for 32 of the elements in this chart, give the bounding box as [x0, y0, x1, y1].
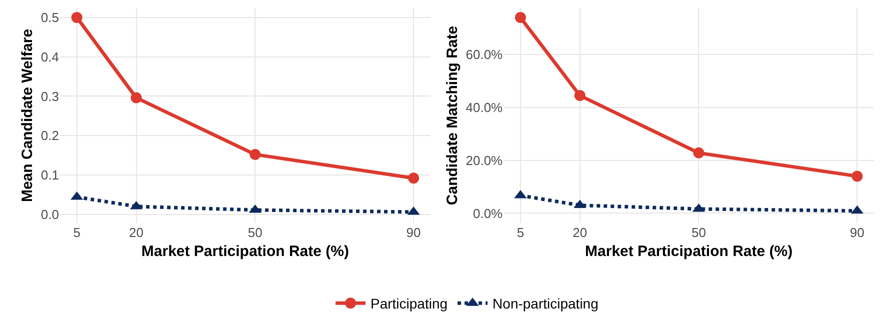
- x-tick-label: 50: [691, 225, 706, 240]
- y-tick-label: 40.0%: [466, 100, 504, 115]
- x-axis-title: Market Participation Rate (%): [585, 243, 793, 260]
- y-tick-label: 0.1: [40, 168, 59, 183]
- point: [71, 12, 82, 23]
- point: [574, 90, 586, 102]
- y-tick-label: 0.0%: [472, 206, 504, 221]
- legend-label: Non-participating: [492, 296, 598, 312]
- x-axis-title: Market Participation Rate (%): [141, 243, 349, 260]
- y-tick-label: 0.3: [40, 88, 59, 104]
- x-tick-label: 20: [572, 225, 588, 240]
- x-tick-label: 5: [73, 225, 80, 240]
- x-tick-label: 50: [248, 225, 262, 240]
- y-axis-title: Candidate Matching Rate: [444, 26, 462, 206]
- point: [693, 147, 704, 158]
- y-tick-label: 0.2: [40, 128, 59, 144]
- point: [408, 172, 420, 184]
- x-tick-label: 5: [516, 225, 524, 240]
- point: [250, 148, 261, 160]
- y-tick-label: 20.0%: [466, 152, 504, 168]
- y-tick-label: 0.4: [40, 49, 59, 64]
- legend-label: Participating: [370, 296, 448, 312]
- point: [130, 92, 142, 104]
- y-tick-label: 60.0%: [466, 47, 504, 62]
- x-tick-label: 90: [406, 225, 421, 240]
- y-tick-label: 0.0: [40, 206, 59, 222]
- point: [514, 12, 526, 24]
- x-tick-label: 90: [850, 225, 864, 240]
- y-tick-label: 0.5: [40, 10, 59, 25]
- y-axis-title: Mean Candidate Welfare: [19, 28, 36, 202]
- point: [852, 170, 863, 182]
- x-tick-label: 20: [129, 225, 144, 240]
